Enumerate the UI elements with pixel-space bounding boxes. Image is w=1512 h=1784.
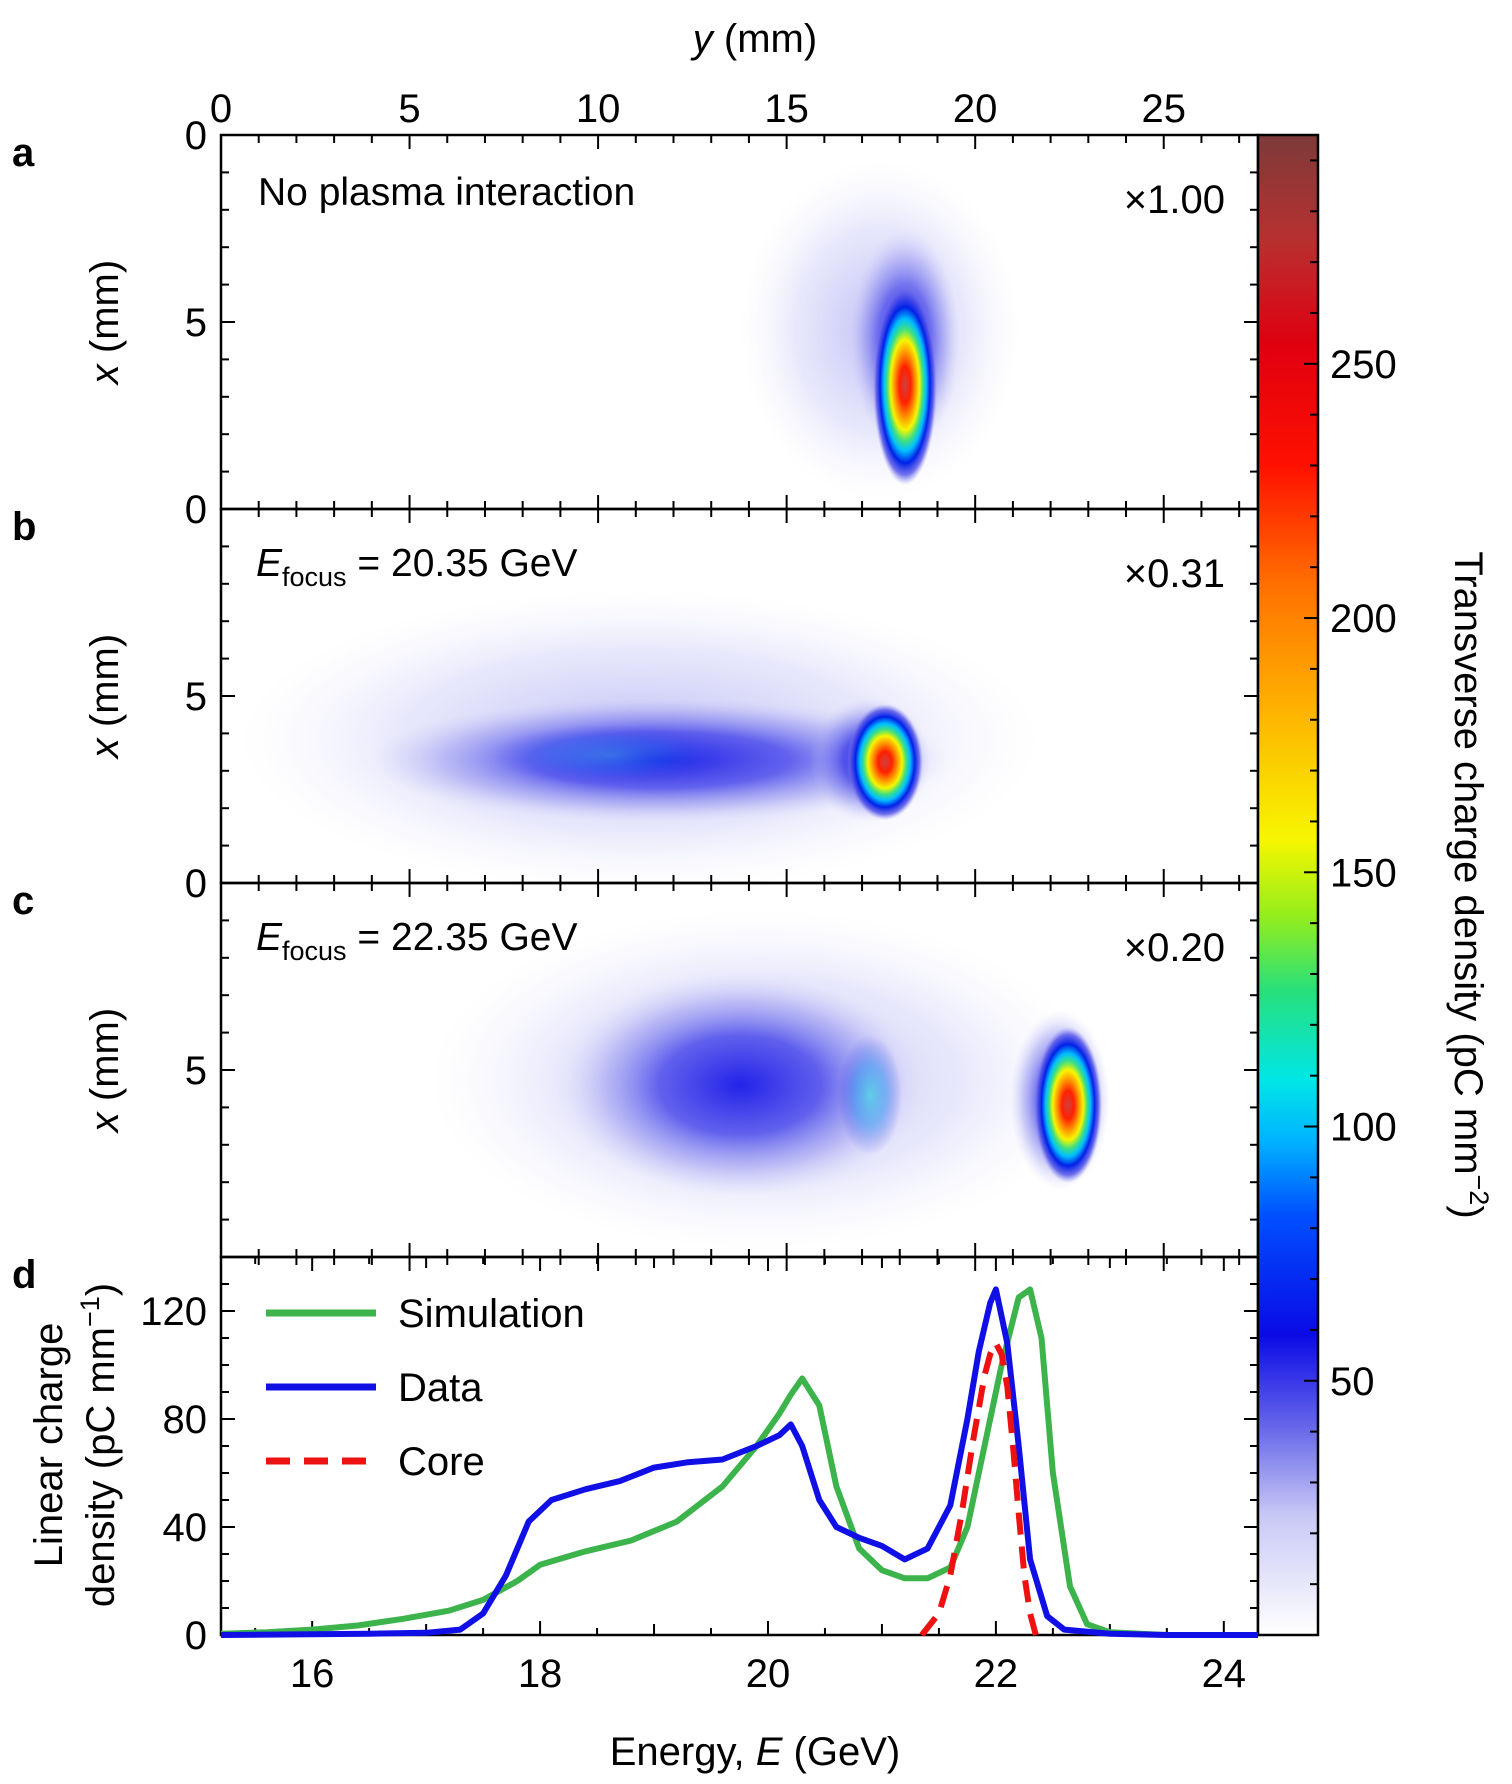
d-xtick-label: 18 xyxy=(518,1652,563,1696)
colorbar-tick-label: 50 xyxy=(1330,1360,1375,1404)
series-line-core xyxy=(919,1340,1039,1637)
panel-a-image xyxy=(740,160,1020,500)
top-axis-label: y (mm) xyxy=(690,17,817,61)
top-tick-label: 20 xyxy=(953,87,998,131)
legend-label-simulation: Simulation xyxy=(398,1292,585,1336)
legend-label-core: Core xyxy=(398,1440,485,1484)
panel-b-ylabel: x (mm) xyxy=(83,634,127,760)
colorbar-label: Transverse charge density (pC mm−2) xyxy=(1446,551,1494,1218)
image-ytick-label: 5 xyxy=(185,301,207,345)
panel-b-annotation: Efocus = 20.35 GeV xyxy=(256,542,577,592)
d-xtick-label: 24 xyxy=(1202,1652,1247,1696)
panel-c-ylabel: x (mm) xyxy=(83,1008,127,1134)
top-tick-label: 25 xyxy=(1141,87,1186,131)
panel-c-annotation: Efocus = 22.35 GeV xyxy=(256,916,577,966)
d-ytick-label: 0 xyxy=(185,1614,207,1658)
panel-a-ylabel: x (mm) xyxy=(83,260,127,386)
panel-d-ticks: 16 18 20 22 24 0 40 80 120 xyxy=(140,1257,1258,1696)
image-ytick-label: 0 xyxy=(185,114,207,158)
top-axis-ticks: 0 5 10 15 20 25 xyxy=(210,87,1241,1271)
series-line-data xyxy=(220,1286,1258,1638)
panel-c-scale: ×0.20 xyxy=(1124,926,1225,970)
d-ytick-label: 80 xyxy=(163,1398,208,1442)
panel-letter-d: d xyxy=(12,1253,36,1297)
d-ytick-label: 40 xyxy=(163,1506,208,1550)
panel-d-ylabel-line1: Linear charge xyxy=(27,1323,71,1568)
panel-c-image xyxy=(430,910,1110,1250)
top-tick-label: 0 xyxy=(210,87,232,131)
panel-d-series xyxy=(220,1286,1258,1638)
panel-a-annotation: No plasma interaction xyxy=(258,171,635,214)
colorbar-tick-label: 100 xyxy=(1330,1106,1397,1150)
series-line-simulation xyxy=(220,1286,1258,1638)
image-ytick-label: 0 xyxy=(185,862,207,906)
d-xtick-label: 20 xyxy=(746,1652,791,1696)
image-ytick-label: 0 xyxy=(185,488,207,532)
colorbar xyxy=(1256,133,1320,1637)
panel-letter-c: c xyxy=(12,879,34,923)
top-tick-label: 10 xyxy=(576,87,621,131)
panel-d-frame xyxy=(219,1255,1260,1637)
panel-b-image xyxy=(240,590,1040,890)
panel-a-scale: ×1.00 xyxy=(1124,178,1225,222)
d-ytick-label: 120 xyxy=(140,1290,207,1334)
top-tick-label: 15 xyxy=(764,87,809,131)
image-ytick-label: 5 xyxy=(185,675,207,719)
legend-label-data: Data xyxy=(398,1366,483,1410)
top-tick-label: 5 xyxy=(398,87,420,131)
panel-d-xlabel: Energy, E (GeV) xyxy=(610,1730,900,1774)
colorbar-tick-label: 200 xyxy=(1330,597,1397,641)
panel-b-scale: ×0.31 xyxy=(1124,552,1225,596)
image-ytick-label: 5 xyxy=(185,1049,207,1093)
colorbar-tick-label: 150 xyxy=(1330,851,1397,895)
colorbar-tick-label: 250 xyxy=(1330,343,1397,387)
panel-letter-b: b xyxy=(12,505,36,549)
colorbar-ticks: 50 100 150 200 250 xyxy=(1304,159,1397,1586)
d-xtick-label: 22 xyxy=(974,1652,1019,1696)
image-axis-ticks: 0 5 0 0 5 5 xyxy=(185,114,1258,1221)
legend: Simulation Data Core xyxy=(266,1292,585,1484)
d-xtick-label: 16 xyxy=(290,1652,335,1696)
panel-d-ylabel-line2: density (pC mm−1) xyxy=(75,1283,123,1607)
panel-letter-a: a xyxy=(12,131,35,175)
